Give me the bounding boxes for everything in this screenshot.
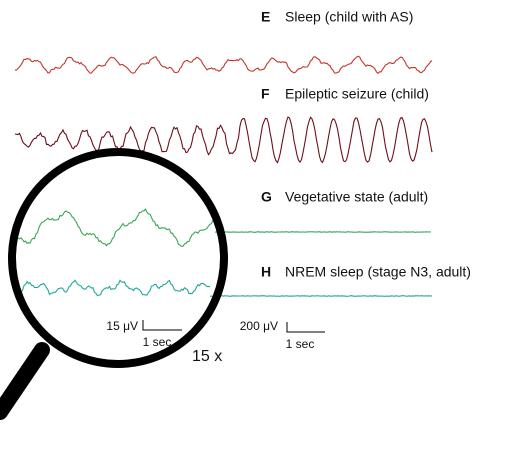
- scale-time: 1 sec: [143, 335, 172, 349]
- panel-letter: G: [261, 189, 272, 205]
- panel-letter: E: [261, 9, 270, 25]
- magnified-trace: [14, 279, 211, 297]
- panel-letter: H: [261, 264, 271, 280]
- panel-label: Epileptic seizure (child): [285, 86, 429, 102]
- magnifier-lens: [8, 148, 228, 368]
- scale-time: 1 sec: [286, 337, 315, 351]
- panel-label: Sleep (child with AS): [285, 9, 413, 25]
- eeg-trace: [14, 55, 433, 75]
- scale-bar: [142, 320, 182, 331]
- scale-amplitude: 15 μV: [106, 319, 138, 333]
- magnifier-handle: [0, 342, 50, 420]
- panel-label: NREM sleep (stage N3, adult): [285, 264, 471, 280]
- panel-label: Vegetative state (adult): [285, 189, 428, 205]
- scale-amplitude: 200 μV: [240, 319, 278, 333]
- eeg-trace: [14, 116, 433, 164]
- eeg-trace: [209, 295, 433, 297]
- eeg-trace: [214, 231, 432, 233]
- magnification: 15 x: [192, 348, 222, 365]
- scale-bar: [286, 322, 325, 333]
- magnified-trace: [14, 208, 214, 247]
- panel-letter: F: [261, 86, 270, 102]
